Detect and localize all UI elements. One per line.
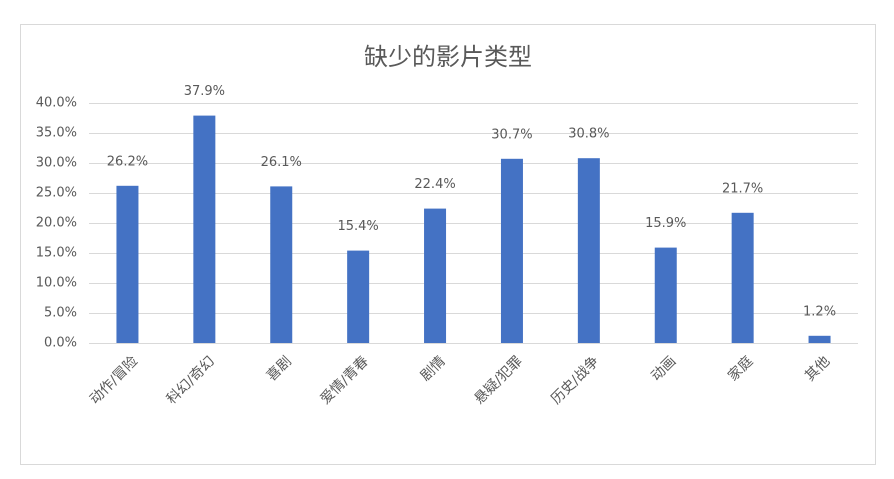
bar [654, 247, 677, 343]
bar [270, 186, 293, 343]
data-label: 22.4% [414, 177, 455, 192]
data-label: 30.7% [491, 127, 532, 142]
y-tick-label: 5.0% [44, 306, 77, 321]
y-tick-label: 40.0% [36, 96, 77, 111]
bar [347, 250, 370, 343]
y-tick-label: 25.0% [36, 186, 77, 201]
data-label: 15.9% [645, 216, 686, 231]
data-label: 21.7% [722, 181, 763, 196]
data-label: 1.2% [803, 304, 836, 319]
data-label: 15.4% [337, 219, 378, 234]
data-label: 30.8% [568, 127, 609, 142]
data-label: 26.1% [261, 155, 302, 170]
bar [116, 185, 139, 343]
data-label: 26.2% [107, 154, 148, 169]
data-label: 37.9% [184, 84, 225, 99]
y-tick-label: 15.0% [36, 246, 77, 261]
bar [500, 158, 523, 343]
bar [731, 212, 754, 343]
bar [577, 158, 600, 343]
chart-title: 缺少的影片类型 [364, 43, 532, 71]
y-tick-label: 0.0% [44, 336, 77, 351]
y-tick-label: 35.0% [36, 126, 77, 141]
y-tick-label: 20.0% [36, 216, 77, 231]
bar [808, 335, 831, 343]
y-tick-label: 30.0% [36, 156, 77, 171]
bar [193, 115, 216, 343]
y-tick-label: 10.0% [36, 276, 77, 291]
bar [424, 208, 447, 343]
